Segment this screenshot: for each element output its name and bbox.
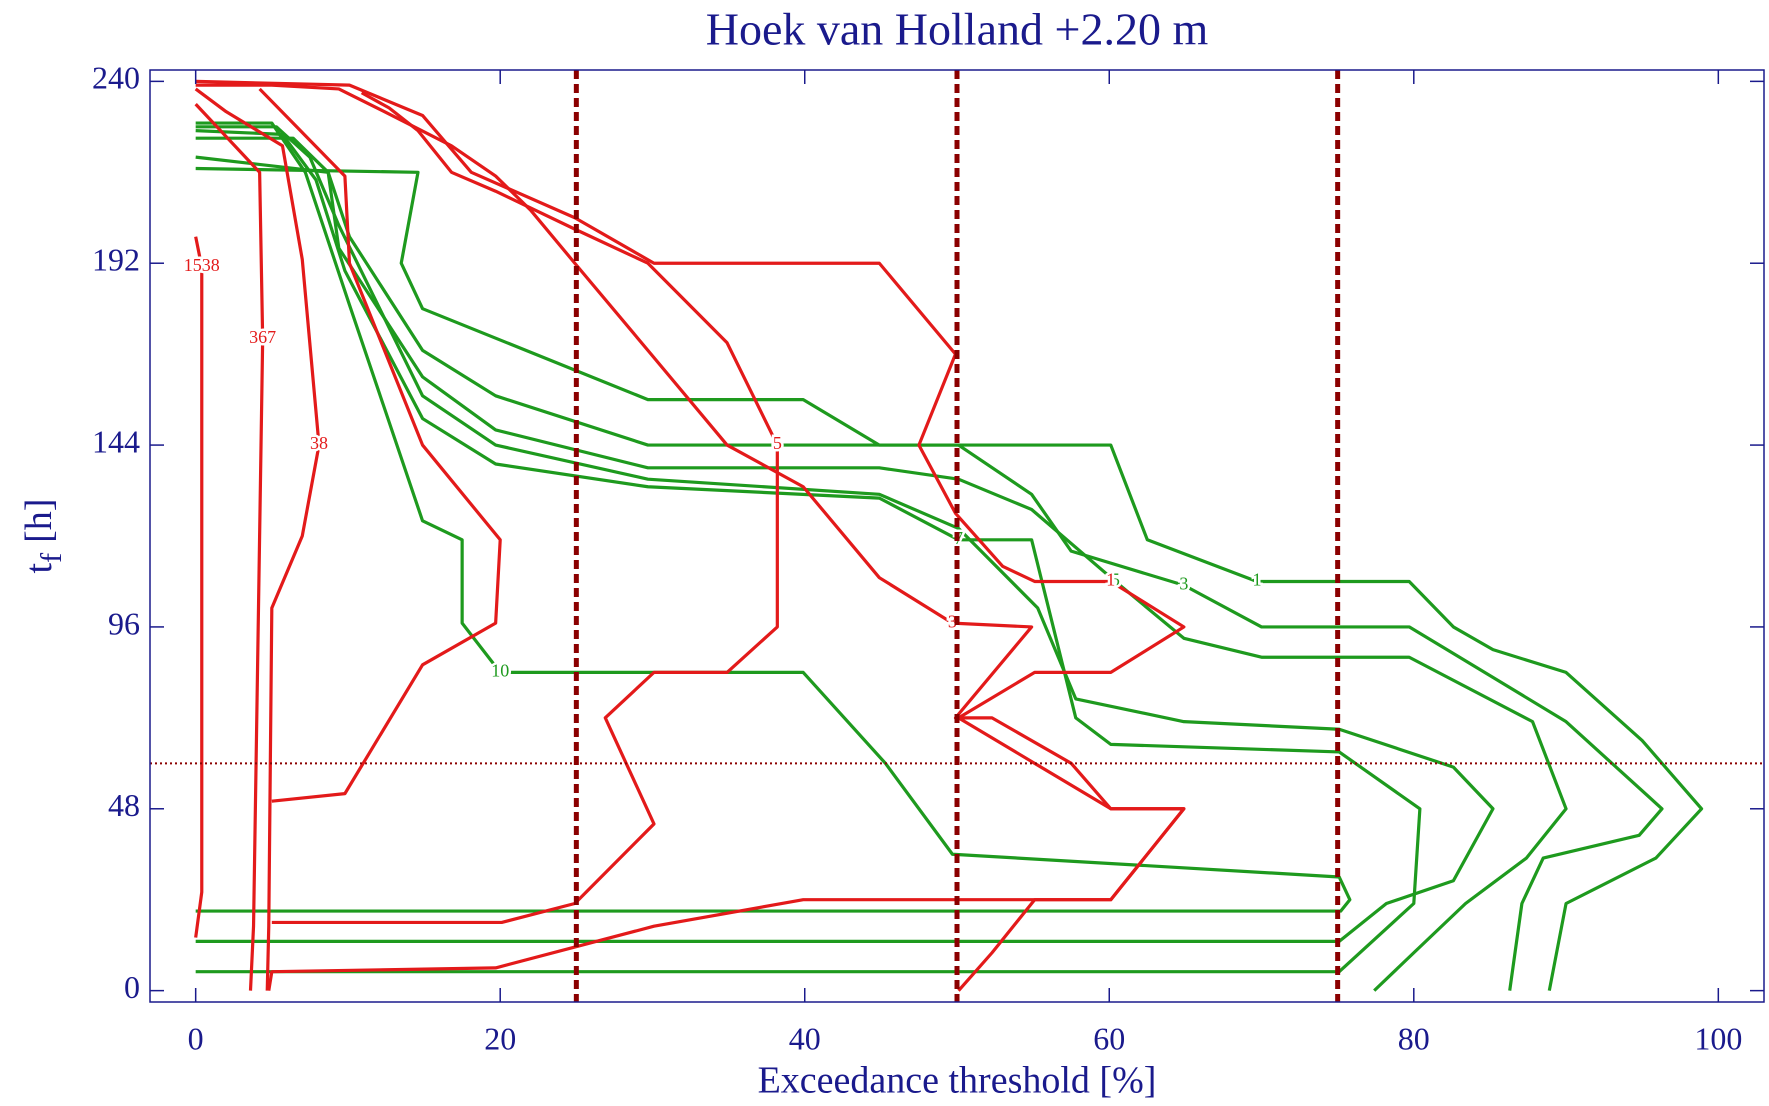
- x-tick-label: 20: [484, 1020, 516, 1056]
- y-tick-label: 144: [92, 423, 140, 459]
- y-tick-label: 240: [92, 60, 140, 96]
- contour-line: [194, 236, 204, 938]
- contour-line: [195, 166, 1704, 991]
- contour-line: [195, 125, 1495, 943]
- chart-title: Hoek van Holland +2.20 m: [706, 4, 1209, 55]
- x-tick-label: 80: [1398, 1020, 1430, 1056]
- x-tick-label: 40: [789, 1020, 821, 1056]
- contour-label: 367: [249, 327, 276, 347]
- contour-label: 5: [773, 433, 782, 453]
- contour-line: [258, 87, 502, 803]
- y-tick-label: 0: [124, 969, 140, 1005]
- contour-line: [194, 103, 265, 991]
- x-tick-label: 100: [1694, 1020, 1742, 1056]
- contour-line: [195, 121, 1352, 913]
- y-label-base: t: [18, 562, 60, 573]
- x-tick-label: 60: [1093, 1020, 1125, 1056]
- contour-line: [195, 155, 1664, 991]
- contour-line: [195, 83, 1186, 991]
- contour-label: 1538: [184, 255, 220, 275]
- y-tick-label: 96: [108, 605, 140, 641]
- x-tick-label: 0: [188, 1020, 204, 1056]
- contour-line: [271, 91, 779, 925]
- y-label-subscript: f: [35, 553, 68, 563]
- contour-label: 1: [1252, 570, 1261, 590]
- y-tick-label: 192: [92, 242, 140, 278]
- contour-label: 5: [1111, 570, 1120, 590]
- contour-label: 10: [491, 661, 509, 681]
- contour-label: 3: [948, 611, 957, 631]
- contour-label: 3: [1179, 573, 1188, 593]
- contour-label: 1: [1106, 570, 1115, 590]
- contour-label: 38: [310, 433, 328, 453]
- y-label-suffix: [h]: [18, 499, 60, 543]
- x-axis-label: Exceedance threshold [%]: [758, 1060, 1157, 1102]
- contour-line: [195, 79, 1186, 992]
- plot-frame: [149, 69, 1765, 1003]
- contour-line: [194, 87, 321, 991]
- contour-line: [195, 129, 1422, 974]
- y-axis-label: tf [h]: [18, 499, 68, 574]
- y-tick-label: 48: [108, 787, 140, 823]
